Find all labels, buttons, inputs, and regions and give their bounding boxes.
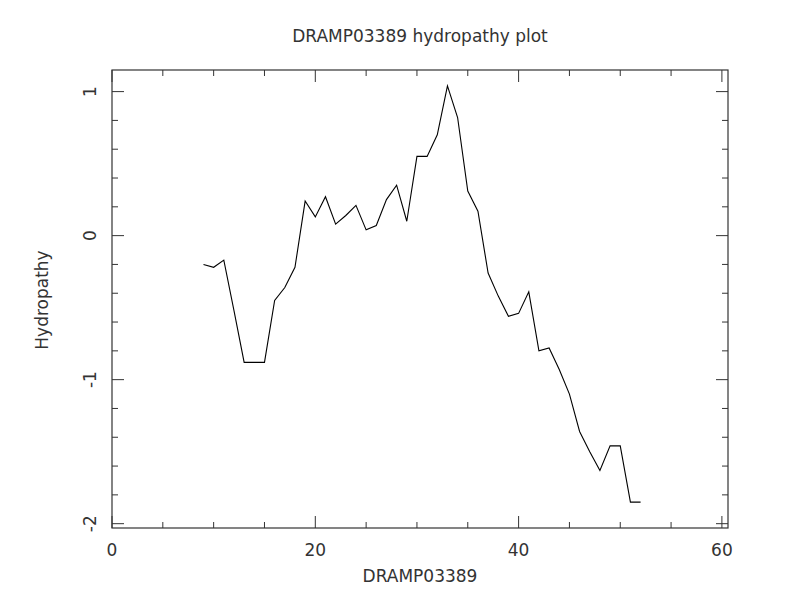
x-minor-tick <box>620 70 621 76</box>
y-minor-tick <box>722 149 728 150</box>
y-minor-tick <box>112 466 118 467</box>
y-tick <box>716 235 728 236</box>
y-minor-tick <box>112 408 118 409</box>
x-tick <box>518 70 519 82</box>
y-minor-tick <box>722 178 728 179</box>
y-tick-label: -1 <box>80 371 100 388</box>
y-minor-tick <box>722 494 728 495</box>
x-tick <box>112 70 113 82</box>
title: DRAMP03389 hydropathy plot <box>292 26 548 46</box>
x-minor-tick <box>467 70 468 76</box>
plot-area <box>203 86 640 502</box>
x-tick <box>721 516 722 528</box>
x-minor-tick <box>569 522 570 528</box>
x-tick-label: 20 <box>304 540 326 560</box>
y-minor-tick <box>722 466 728 467</box>
x-minor-tick <box>264 70 265 76</box>
y-minor-tick <box>722 408 728 409</box>
x-minor-tick <box>162 70 163 76</box>
x-label: DRAMP03389 <box>363 566 478 586</box>
x-tick <box>112 516 113 528</box>
x-minor-tick <box>366 70 367 76</box>
x-tick <box>721 70 722 82</box>
y-minor-tick <box>722 206 728 207</box>
x-tick-label: 40 <box>508 540 530 560</box>
x-tick-label: 0 <box>107 540 118 560</box>
x-minor-tick <box>569 70 570 76</box>
chart: DRAMP03389 hydropathy plot DRAMP03389 Hydr… <box>0 0 800 600</box>
y-tick <box>112 235 124 236</box>
x-minor-tick <box>213 70 214 76</box>
y-tick-label: 0 <box>80 230 100 241</box>
frame <box>112 70 728 528</box>
x-minor-tick <box>671 70 672 76</box>
x-minor-tick <box>213 522 214 528</box>
x-minor-tick <box>162 522 163 528</box>
y-minor-tick <box>112 437 118 438</box>
y-tick <box>716 379 728 380</box>
x-minor-tick <box>416 70 417 76</box>
y-minor-tick <box>112 206 118 207</box>
x-tick <box>518 516 519 528</box>
y-tick <box>716 91 728 92</box>
y-tick <box>112 91 124 92</box>
y-minor-tick <box>112 178 118 179</box>
y-minor-tick <box>112 120 118 121</box>
x-minor-tick <box>467 522 468 528</box>
x-tick <box>315 70 316 82</box>
y-minor-tick <box>112 494 118 495</box>
y-minor-tick <box>722 322 728 323</box>
y-tick-label: -2 <box>80 515 100 532</box>
hydropathy-line <box>203 86 640 502</box>
y-tick <box>112 523 124 524</box>
y-minor-tick <box>722 264 728 265</box>
x-tick-label: 60 <box>711 540 733 560</box>
y-minor-tick <box>722 120 728 121</box>
x-tick <box>315 516 316 528</box>
y-tick <box>716 523 728 524</box>
y-minor-tick <box>722 437 728 438</box>
y-minor-tick <box>112 264 118 265</box>
y-minor-tick <box>722 350 728 351</box>
x-minor-tick <box>620 522 621 528</box>
y-minor-tick <box>112 293 118 294</box>
y-tick-label: 1 <box>80 86 100 97</box>
y-minor-tick <box>112 149 118 150</box>
y-label: Hydropathy <box>32 250 52 349</box>
y-minor-tick <box>112 350 118 351</box>
x-minor-tick <box>366 522 367 528</box>
y-tick <box>112 379 124 380</box>
x-minor-tick <box>671 522 672 528</box>
x-minor-tick <box>264 522 265 528</box>
x-minor-tick <box>416 522 417 528</box>
y-minor-tick <box>722 293 728 294</box>
y-minor-tick <box>112 322 118 323</box>
